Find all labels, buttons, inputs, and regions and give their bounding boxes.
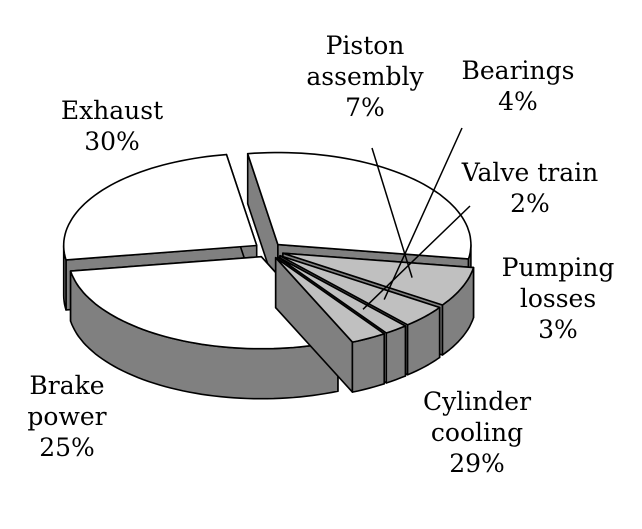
label-pumping-losses: Pumping losses 3% <box>488 252 628 345</box>
slice-2-top <box>279 255 441 326</box>
label-piston-line2: assembly <box>306 62 424 91</box>
slice-6-top <box>62 153 258 261</box>
label-pumping-line1: Pumping <box>501 253 615 282</box>
leader-line-2 <box>383 127 463 300</box>
label-bearings-pct: 4% <box>498 87 538 116</box>
label-brake-power: Brake power 25% <box>2 370 132 463</box>
leader-line-3 <box>362 205 471 310</box>
label-exhaust-pct: 30% <box>84 127 140 156</box>
slice-0-top <box>246 151 472 260</box>
slice-3-outer-side <box>385 325 407 384</box>
label-bearings-name: Bearings <box>461 56 575 85</box>
label-bearings: Bearings 4% <box>448 55 588 117</box>
label-valve-pct: 2% <box>510 189 550 218</box>
label-cylinder-line2: cooling <box>430 418 524 447</box>
slice-1-top <box>282 252 475 306</box>
label-valve-name: Valve train <box>461 158 599 187</box>
label-piston-assembly: Piston assembly 7% <box>290 30 440 123</box>
leader-line-1 <box>371 147 413 278</box>
slice-3-top <box>277 256 407 334</box>
slice-5-top <box>69 255 339 350</box>
label-pumping-pct: 3% <box>538 315 578 344</box>
label-cylinder-pct: 29% <box>449 449 505 478</box>
label-brake-line1: Brake <box>29 371 105 400</box>
label-piston-pct: 7% <box>345 93 385 122</box>
label-brake-line2: power <box>27 402 107 431</box>
label-cylinder-cooling: Cylinder cooling 29% <box>402 386 552 479</box>
slice-4-outer-side <box>351 333 385 393</box>
label-cylinder-line1: Cylinder <box>422 387 532 416</box>
label-exhaust-name: Exhaust <box>60 96 164 125</box>
label-pumping-line2: losses <box>519 284 597 313</box>
label-piston-line1: Piston <box>325 31 405 60</box>
slice-4-top <box>274 256 385 343</box>
label-brake-pct: 25% <box>39 433 95 462</box>
label-valve-train: Valve train 2% <box>450 157 610 219</box>
label-exhaust: Exhaust 30% <box>42 95 182 157</box>
